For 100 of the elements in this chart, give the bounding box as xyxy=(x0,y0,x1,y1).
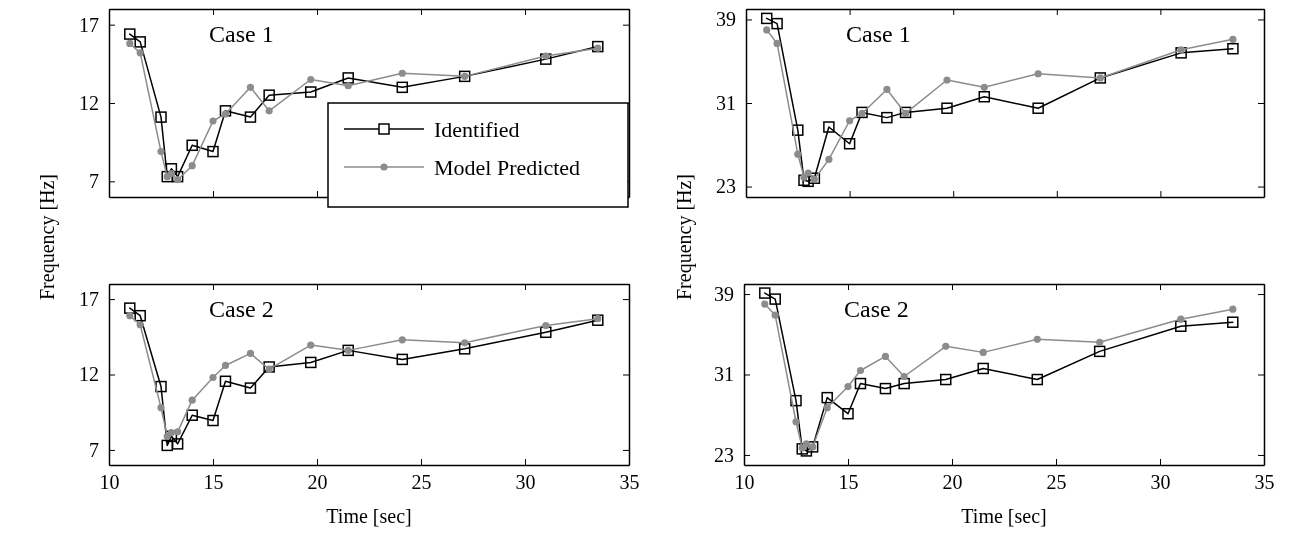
point xyxy=(186,139,198,152)
point xyxy=(978,90,991,103)
y-tick-label: 17 xyxy=(79,13,99,36)
point xyxy=(540,53,552,65)
x-tick-label: 15 xyxy=(838,471,859,494)
point xyxy=(155,111,167,123)
point xyxy=(943,76,951,84)
point xyxy=(167,169,175,178)
point xyxy=(980,83,988,91)
point xyxy=(592,40,604,53)
point xyxy=(221,361,230,370)
text: Case 1 xyxy=(209,21,274,47)
point xyxy=(342,72,354,84)
point xyxy=(186,409,198,421)
y-tick-label: 31 xyxy=(716,91,736,114)
point xyxy=(219,375,232,388)
y-tick-label: 7 xyxy=(89,438,99,461)
point xyxy=(1093,345,1106,358)
point xyxy=(157,404,165,412)
x-tick-label: 20 xyxy=(307,471,328,494)
point xyxy=(244,382,257,394)
point xyxy=(167,428,175,437)
y-tick-label: 12 xyxy=(79,363,99,386)
point xyxy=(792,124,804,136)
x-tick-label: 25 xyxy=(1046,471,1067,494)
x-axis-title: Time [sec] xyxy=(961,505,1047,527)
point xyxy=(188,162,196,170)
point xyxy=(790,394,802,407)
point xyxy=(844,382,852,391)
text: Case 1 xyxy=(846,21,911,47)
point xyxy=(823,121,835,133)
point xyxy=(1227,316,1239,328)
y-tick-label: 12 xyxy=(79,91,99,114)
y-axis-title: Frequency [Hz] xyxy=(673,173,696,301)
y-tick-label: 23 xyxy=(714,443,734,466)
point xyxy=(763,26,771,34)
point xyxy=(344,82,352,90)
point xyxy=(771,311,779,319)
y-tick-label: 17 xyxy=(79,287,99,310)
point xyxy=(398,69,406,77)
point xyxy=(825,155,833,163)
point xyxy=(1031,373,1044,386)
point xyxy=(207,145,219,158)
point xyxy=(1175,320,1187,332)
point xyxy=(940,373,952,386)
point xyxy=(263,89,275,101)
point xyxy=(155,380,167,393)
point xyxy=(134,309,146,322)
text: Case 2 xyxy=(844,296,909,322)
point xyxy=(761,300,769,308)
point xyxy=(977,362,989,375)
point xyxy=(209,117,217,125)
point xyxy=(804,169,812,177)
point xyxy=(305,356,317,369)
point xyxy=(171,438,184,450)
point xyxy=(760,12,773,25)
y-tick-label: 39 xyxy=(716,8,736,31)
legend-label: Model Predicted xyxy=(434,155,581,180)
x-tick-label: 15 xyxy=(203,471,224,494)
point xyxy=(846,117,854,125)
point xyxy=(244,111,257,123)
point xyxy=(126,312,134,320)
point xyxy=(1096,338,1104,346)
point xyxy=(171,170,184,183)
point xyxy=(265,107,273,115)
point xyxy=(209,373,217,382)
point xyxy=(221,110,230,118)
point xyxy=(1229,35,1237,43)
point xyxy=(126,39,134,48)
point xyxy=(1177,315,1185,323)
point xyxy=(136,49,144,57)
y-tick-label: 7 xyxy=(89,170,99,193)
point xyxy=(542,321,550,330)
point xyxy=(773,39,781,48)
point xyxy=(898,377,910,390)
point xyxy=(942,342,950,350)
x-tick-label: 35 xyxy=(619,471,640,494)
point xyxy=(540,326,552,339)
point xyxy=(1032,102,1044,114)
point xyxy=(157,147,165,156)
y-axis-title: Frequency [Hz] xyxy=(36,173,59,301)
point xyxy=(1229,305,1237,313)
point xyxy=(879,382,892,395)
text: Case 2 xyxy=(209,296,274,322)
point xyxy=(307,75,315,84)
point xyxy=(265,365,273,373)
point xyxy=(1227,42,1239,55)
point xyxy=(263,361,275,373)
point xyxy=(396,353,409,366)
point xyxy=(854,377,867,390)
point xyxy=(881,352,890,360)
point xyxy=(843,137,856,150)
point xyxy=(941,102,953,114)
point xyxy=(165,163,178,175)
point xyxy=(124,302,136,314)
point xyxy=(124,28,136,40)
x-tick-label: 35 xyxy=(1254,471,1275,494)
point xyxy=(161,439,173,452)
x-tick-label: 30 xyxy=(1150,471,1171,494)
point xyxy=(792,418,800,426)
